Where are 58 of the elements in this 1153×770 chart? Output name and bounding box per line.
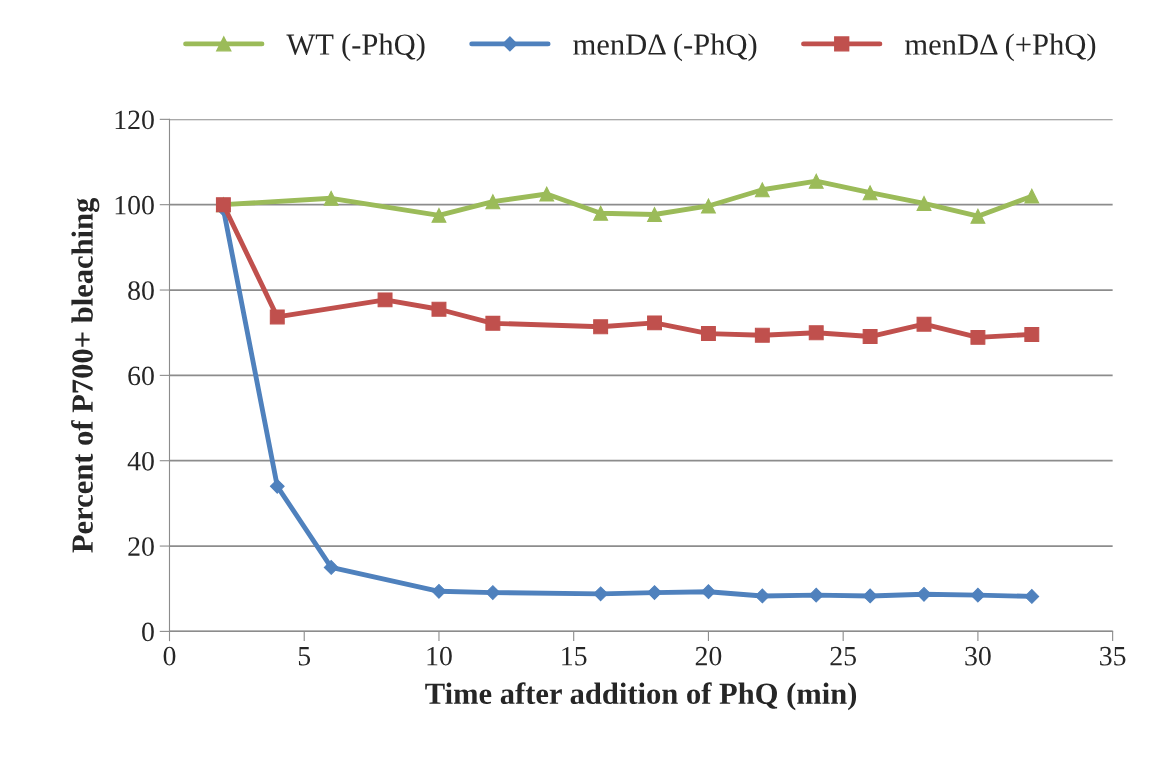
point <box>485 315 501 331</box>
point <box>916 316 932 332</box>
point <box>754 182 770 198</box>
point <box>808 173 824 189</box>
point <box>593 205 609 221</box>
point <box>377 292 393 308</box>
y-tick-label: 60 <box>128 366 154 386</box>
point <box>862 185 878 201</box>
x-tick-label: 30 <box>965 646 991 666</box>
point <box>1024 589 1040 604</box>
y-tick-label: 80 <box>128 281 154 300</box>
point <box>431 207 447 223</box>
point <box>808 325 824 341</box>
x-axis-title: Time after addition of PhQ (min) <box>425 682 857 711</box>
y-tick-label: 120 <box>115 110 154 130</box>
x-tick-label: 0 <box>163 646 176 666</box>
x-tick-label: 20 <box>695 646 722 666</box>
y-tick-label: 100 <box>115 195 154 215</box>
point <box>647 315 663 331</box>
point <box>1024 326 1040 342</box>
point <box>485 194 501 210</box>
point <box>431 301 447 317</box>
point <box>862 588 878 604</box>
x-tick-label: 15 <box>562 646 587 666</box>
x-tick-label: 5 <box>298 647 311 666</box>
point <box>700 326 716 342</box>
point <box>970 329 986 345</box>
point <box>701 584 716 600</box>
point <box>323 190 339 206</box>
point <box>539 186 555 202</box>
point <box>970 208 986 224</box>
y-tick-label: 0 <box>142 622 154 642</box>
point <box>593 319 609 335</box>
legend-label: menDΔ (+PhQ) <box>905 33 1096 62</box>
point <box>700 198 716 214</box>
point <box>754 327 770 343</box>
point <box>1024 188 1040 204</box>
point <box>269 309 285 325</box>
point <box>970 587 986 603</box>
y-tick-label: 20 <box>128 537 154 556</box>
point <box>269 478 285 494</box>
point <box>862 329 878 345</box>
y-tick-label: 40 <box>127 451 154 471</box>
point <box>647 207 663 222</box>
point <box>323 560 339 575</box>
point <box>431 583 447 599</box>
point <box>808 587 824 603</box>
point <box>916 586 932 602</box>
point <box>647 585 662 600</box>
x-tick-label: 10 <box>427 646 452 666</box>
x-tick-label: 35 <box>1100 646 1126 666</box>
point <box>916 195 932 211</box>
point <box>485 585 501 600</box>
y-axis-title: Percent of P700+ bleaching <box>71 197 100 553</box>
legend-label: WT (-PhQ) <box>286 33 425 62</box>
legend-label: menDΔ (-PhQ) <box>573 33 757 62</box>
point <box>593 586 609 602</box>
x-tick-label: 25 <box>830 646 856 666</box>
